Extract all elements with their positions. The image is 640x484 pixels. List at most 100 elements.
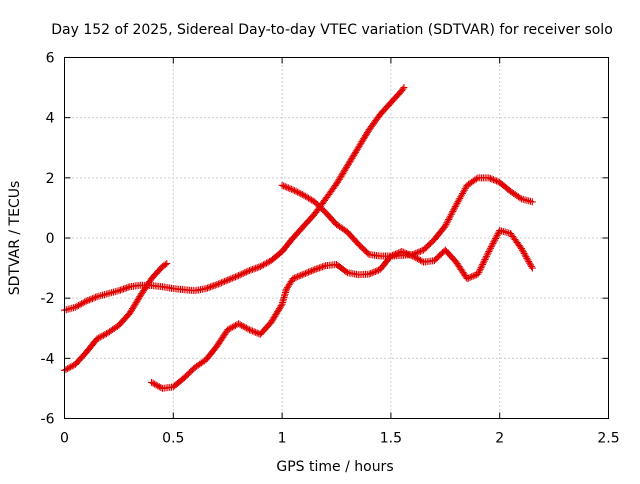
data-point <box>485 248 493 256</box>
grid <box>64 57 609 419</box>
data-point <box>314 264 322 272</box>
data-point <box>82 297 90 305</box>
data-marks <box>61 84 536 392</box>
data-point <box>250 328 258 336</box>
chart-title: Day 152 of 2025, Sidereal Day-to-day VTE… <box>51 22 613 38</box>
data-point <box>468 273 476 281</box>
data-point <box>277 302 285 310</box>
data-point <box>71 303 79 311</box>
data-point <box>64 365 72 373</box>
data-point <box>469 272 477 280</box>
data-point <box>301 269 309 277</box>
data-point <box>244 325 252 333</box>
data-point <box>202 285 210 293</box>
data-point <box>231 321 239 329</box>
data-point <box>235 272 243 280</box>
series-track-3 <box>148 226 536 392</box>
data-point <box>492 235 500 243</box>
data-point <box>161 261 169 269</box>
data-point <box>485 174 493 182</box>
data-point <box>76 301 84 309</box>
data-point <box>295 272 303 280</box>
data-point <box>446 212 454 220</box>
data-point <box>236 321 244 329</box>
data-point <box>255 263 263 271</box>
data-point <box>124 283 132 291</box>
data-point <box>365 270 373 278</box>
data-point <box>479 260 487 268</box>
series-track-4 <box>278 174 536 260</box>
data-point <box>400 84 408 92</box>
data-point <box>451 203 459 211</box>
data-point <box>415 255 423 263</box>
data-point <box>286 185 294 193</box>
data-point <box>486 244 494 252</box>
data-point <box>203 284 211 292</box>
data-point <box>450 206 458 214</box>
data-point <box>490 238 498 246</box>
data-point <box>99 331 107 339</box>
data-point <box>120 285 128 293</box>
data-point <box>516 194 524 202</box>
x-tick-label: 0 <box>60 431 69 447</box>
data-point <box>294 188 302 196</box>
data-point <box>448 209 456 217</box>
data-point <box>368 269 376 277</box>
data-point <box>474 270 482 278</box>
data-point <box>283 183 291 191</box>
data-point <box>247 326 255 334</box>
data-point <box>92 293 100 301</box>
data-point <box>252 328 260 336</box>
data-point <box>228 323 236 331</box>
data-point <box>475 268 483 276</box>
data-point <box>477 264 485 272</box>
data-point <box>224 276 232 284</box>
data-point <box>297 271 305 279</box>
data-point <box>224 326 232 334</box>
data-point <box>451 204 459 212</box>
data-point <box>227 324 235 332</box>
data-point <box>320 262 328 270</box>
data-point <box>483 251 491 259</box>
data-point <box>311 266 319 274</box>
data-point <box>528 198 536 206</box>
data-point <box>79 299 87 307</box>
data-point <box>207 283 215 291</box>
data-point <box>445 215 453 223</box>
data-point <box>236 271 244 279</box>
data-point <box>85 296 93 304</box>
data-point <box>443 219 451 227</box>
data-point <box>252 264 260 272</box>
data-point <box>235 320 243 328</box>
data-point <box>493 177 501 185</box>
data-point <box>297 190 305 198</box>
data-point <box>219 278 227 286</box>
data-point <box>151 380 159 388</box>
data-point <box>155 383 163 391</box>
data-point <box>289 275 297 283</box>
data-point <box>238 321 246 329</box>
data-point <box>364 249 372 257</box>
data-point <box>289 186 297 194</box>
data-point <box>281 183 289 191</box>
data-point <box>230 274 238 282</box>
data-point <box>210 282 218 290</box>
data-point <box>67 363 75 371</box>
data-point <box>74 301 82 309</box>
data-point <box>306 268 314 276</box>
data-point <box>527 262 535 270</box>
data-point <box>256 263 264 271</box>
data-point <box>205 283 213 291</box>
data-point <box>115 287 123 295</box>
data-point <box>154 382 162 390</box>
y-tick-label: -4 <box>41 351 55 367</box>
data-point <box>227 275 235 283</box>
y-tick-label: -6 <box>41 412 55 428</box>
data-point <box>309 266 317 274</box>
data-point <box>211 281 219 289</box>
data-point <box>208 282 216 290</box>
data-point <box>116 286 124 294</box>
data-point <box>415 248 423 256</box>
data-point <box>486 246 494 254</box>
